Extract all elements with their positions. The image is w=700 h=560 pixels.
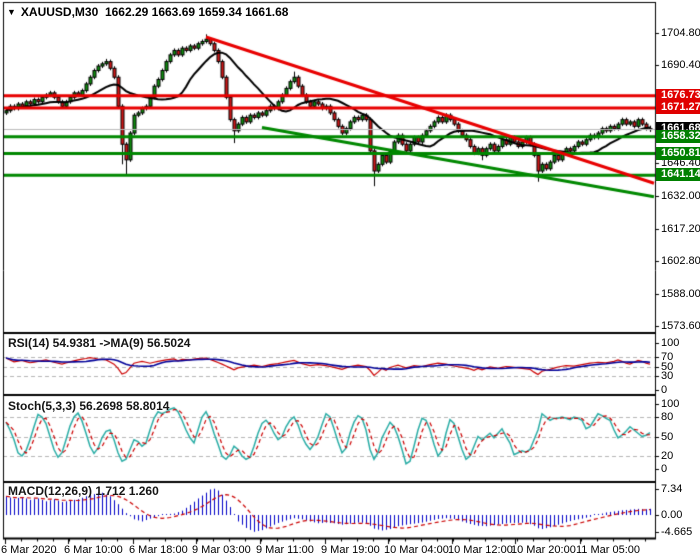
price-level-badge: 1650.81 xyxy=(656,147,700,160)
time-tick-label: 10 Mar 12:00 xyxy=(448,544,513,556)
price-tick-label: 1632.00 xyxy=(661,190,700,202)
time-tick-label: 11 Mar 05:00 xyxy=(576,544,641,556)
macd-tick-label: 0.00 xyxy=(661,509,683,521)
symbol-period-label: XAUUSD,M30 xyxy=(20,5,99,19)
macd-indicator-label: MACD(12,26,9) 1.712 1.260 xyxy=(8,484,159,498)
time-tick-label: 9 Mar 19:00 xyxy=(321,544,380,556)
symbol-dropdown-icon[interactable]: ▼ xyxy=(7,7,16,17)
price-level-badge: 1658.32 xyxy=(656,130,700,143)
ohlc-values-label: 1662.29 1663.69 1659.34 1661.68 xyxy=(104,5,289,19)
rsi-tick-label: 30 xyxy=(661,370,674,382)
stoch-tick-label: 100 xyxy=(661,398,680,410)
time-tick-label: 10 Mar 04:00 xyxy=(384,544,449,556)
price-level-badge: 1641.14 xyxy=(656,168,700,181)
price-tick-label: 1617.20 xyxy=(661,223,700,235)
rsi-tick-label: 100 xyxy=(661,337,680,349)
price-level-badge: 1671.27 xyxy=(656,101,700,114)
price-tick-label: 1690.40 xyxy=(661,59,700,71)
rsi-tick-label: 70 xyxy=(661,351,674,363)
time-tick-label: 9 Mar 11:00 xyxy=(256,544,314,556)
stoch-tick-label: 80 xyxy=(661,411,674,423)
macd-tick-label: -4.665 xyxy=(661,526,693,538)
symbol-title: ▼ XAUUSD,M30 1662.29 1663.69 1659.34 1661… xyxy=(7,5,288,19)
time-tick-label: 6 Mar 18:00 xyxy=(129,544,188,556)
time-tick-label: 9 Mar 03:00 xyxy=(192,544,251,556)
price-tick-label: 1646.40 xyxy=(661,157,700,169)
price-tick-label: 1573.60 xyxy=(661,320,700,332)
rsi-indicator-label: RSI(14) 54.9381 ->MA(9) 56.5024 xyxy=(8,336,191,350)
stoch-tick-label: 20 xyxy=(661,450,674,462)
stoch-indicator-label: Stoch(5,3,3) 56.2698 58.8014 xyxy=(8,399,170,413)
macd-tick-label: 7.34 xyxy=(661,483,683,495)
time-tick-label: 6 Mar 2020 xyxy=(1,544,57,556)
stoch-tick-label: 50 xyxy=(661,431,674,443)
price-tick-label: 1704.80 xyxy=(661,27,700,39)
stoch-tick-label: 0 xyxy=(661,463,668,475)
price-tick-label: 1602.80 xyxy=(661,255,700,267)
time-tick-label: 10 Mar 20:00 xyxy=(511,544,576,556)
price-level-badge: 1676.73 xyxy=(656,89,700,102)
price-tick-label: 1588.00 xyxy=(661,288,700,300)
rsi-tick-label: 50 xyxy=(661,361,674,373)
rsi-tick-label: 0 xyxy=(661,384,668,396)
time-tick-label: 6 Mar 10:00 xyxy=(64,544,123,556)
